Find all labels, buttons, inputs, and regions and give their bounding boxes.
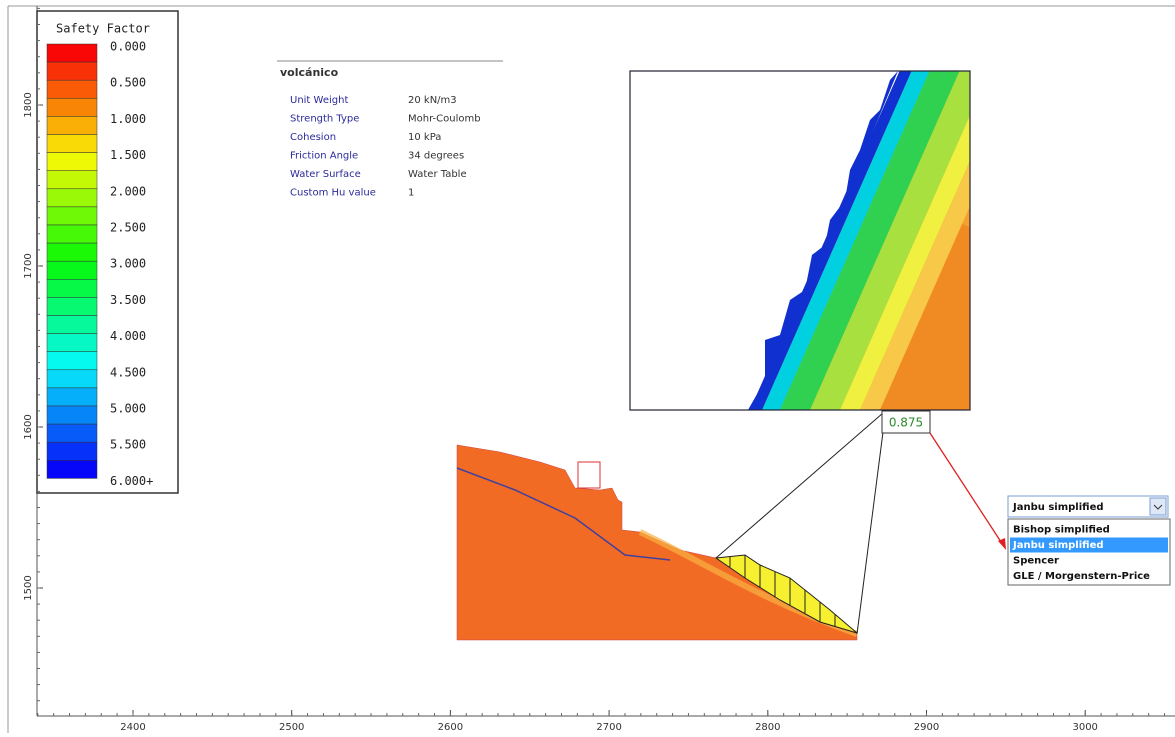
- property-name: Custom Hu value: [290, 188, 376, 199]
- legend-band: [47, 460, 97, 478]
- workspace: Safety Factor 0.000 0.500 1.000 1.500 2.000 2…: [0, 0, 1175, 733]
- x-tick-label: 3000: [1072, 722, 1097, 733]
- x-tick-label: 2600: [438, 722, 463, 733]
- legend-band: [47, 98, 97, 116]
- legend-label: 0.500: [110, 76, 146, 90]
- property-name: Strength Type: [290, 114, 359, 125]
- property-name: Friction Angle: [290, 151, 358, 162]
- y-tick-label: 1500: [23, 575, 34, 600]
- dropdown-value[interactable]: Janbu simplified: [1012, 502, 1104, 513]
- y-tick-label: 1800: [23, 92, 34, 117]
- legend-title: Safety Factor: [56, 22, 150, 36]
- legend-label: 5.000: [110, 402, 146, 416]
- x-tick-label: 2700: [596, 722, 621, 733]
- legend-label: 1.000: [110, 112, 146, 126]
- x-tick-label: 2500: [279, 722, 304, 733]
- dropdown-button[interactable]: [1150, 498, 1166, 515]
- legend-label: 4.500: [110, 365, 146, 379]
- legend-band: [47, 153, 97, 171]
- legend-band: [47, 352, 97, 370]
- x-tick-label: 2900: [914, 722, 939, 733]
- legend-label: 0.000: [110, 40, 146, 54]
- legend-label: 6.000+: [110, 474, 153, 488]
- property-name: Cohesion: [290, 132, 336, 143]
- legend-band: [47, 424, 97, 442]
- property-value: Mohr-Coulomb: [408, 114, 481, 125]
- legend-band: [47, 261, 97, 279]
- property-name: Unit Weight: [290, 95, 348, 106]
- property-value: 34 degrees: [408, 151, 464, 162]
- factor-label: 0.875: [889, 416, 923, 430]
- legend-band: [47, 297, 97, 315]
- legend-band: [47, 80, 97, 98]
- legend-band: [47, 316, 97, 334]
- legend-band: [47, 171, 97, 189]
- legend-band: [47, 279, 97, 297]
- property-value: 1: [408, 188, 414, 199]
- legend-band: [47, 243, 97, 261]
- legend-band: [47, 44, 97, 62]
- dropdown-option[interactable]: Janbu simplified: [1012, 540, 1104, 551]
- property-value: 20 kN/m3: [408, 95, 457, 106]
- legend-label: 3.500: [110, 293, 146, 307]
- dropdown-option[interactable]: GLE / Morgenstern-Price: [1013, 571, 1150, 582]
- legend-band: [47, 207, 97, 225]
- x-tick-label: 2400: [120, 722, 145, 733]
- legend-label: 3.000: [110, 257, 146, 271]
- legend-band: [47, 116, 97, 134]
- legend-band: [47, 370, 97, 388]
- material-name: volcánico: [280, 66, 339, 79]
- property-value: 10 kPa: [408, 132, 441, 143]
- y-tick-label: 1600: [23, 414, 34, 439]
- dropdown-option[interactable]: Spencer: [1013, 556, 1059, 567]
- legend-label: 5.500: [110, 438, 146, 452]
- legend-band: [47, 189, 97, 207]
- page: Safety Factor 0.000 0.500 1.000 1.500 2.000 2…: [0, 0, 1175, 733]
- legend-band: [47, 334, 97, 352]
- y-tick-label: 1700: [23, 253, 34, 278]
- legend-band: [47, 388, 97, 406]
- legend-band: [47, 135, 97, 153]
- property-value: Water Table: [408, 169, 467, 180]
- legend-label: 2.000: [110, 184, 146, 198]
- legend-label: 2.500: [110, 221, 146, 235]
- legend-label: 4.000: [110, 329, 146, 343]
- legend-band: [47, 406, 97, 424]
- dropdown-option[interactable]: Bishop simplified: [1013, 525, 1110, 536]
- property-name: Water Surface: [290, 169, 361, 180]
- legend-band: [47, 225, 97, 243]
- legend-label: 1.500: [110, 148, 146, 162]
- legend-band: [47, 62, 97, 80]
- x-tick-label: 2800: [755, 722, 780, 733]
- legend-band: [47, 442, 97, 460]
